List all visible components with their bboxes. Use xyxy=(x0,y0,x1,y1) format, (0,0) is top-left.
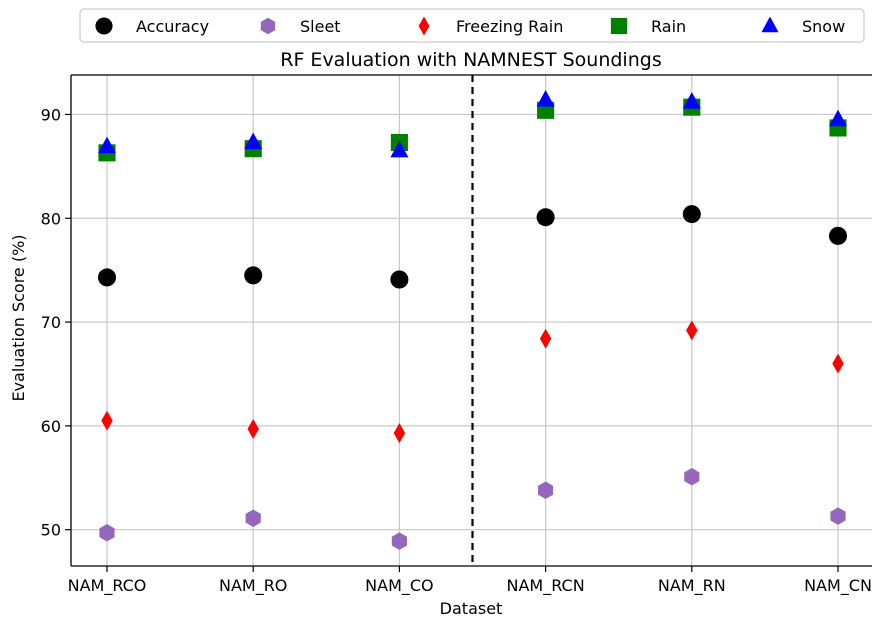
y-tick-label: 90 xyxy=(41,105,61,124)
freezing-rain-point xyxy=(101,410,113,431)
legend-box xyxy=(79,8,865,43)
legend-label: Sleet xyxy=(300,17,341,36)
legend: Accuracy Sleet Freezing Rain Rain Snow xyxy=(79,8,865,43)
y-tick-label: 60 xyxy=(41,417,61,436)
legend-marker xyxy=(418,16,430,36)
accuracy-point xyxy=(536,208,555,227)
freezing-rain-point xyxy=(686,320,698,341)
x-tick-label: NAM_RCN xyxy=(507,576,585,596)
x-tick-label: NAM_CN xyxy=(804,576,872,596)
accuracy-point xyxy=(390,270,409,289)
sleet-point xyxy=(391,532,407,550)
freezing-rain-point xyxy=(832,353,844,374)
snow-point xyxy=(244,132,263,150)
y-axis-label: Evaluation Score (%) xyxy=(9,234,28,401)
data-points xyxy=(97,89,848,550)
legend-label: Snow xyxy=(802,17,845,36)
chart-title: RF Evaluation with NAMNEST Soundings xyxy=(280,49,661,71)
sleet-point xyxy=(99,524,115,542)
y-tick-label: 70 xyxy=(41,313,61,332)
freezing-rain-point xyxy=(247,419,259,439)
accuracy-point xyxy=(97,268,117,287)
snow-point xyxy=(828,109,848,127)
x-axis-label: Dataset xyxy=(440,599,503,617)
x-tick-label: NAM_RCO xyxy=(68,576,147,596)
snow-point xyxy=(682,92,701,109)
y-tick-label: 50 xyxy=(41,521,61,540)
accuracy-point xyxy=(682,205,701,224)
x-tick-label: NAM_RN xyxy=(658,576,726,596)
legend-marker xyxy=(260,17,276,35)
freezing-rain-point xyxy=(539,328,552,349)
x-tick-label: NAM_RO xyxy=(219,576,287,596)
axes: NAM_RCO NAM_RO NAM_CO NAM_RCN NAM_RN NAM_CN 50… xyxy=(41,74,872,596)
snow-point xyxy=(97,136,117,154)
legend-label: Freezing Rain xyxy=(456,17,563,36)
sleet-point xyxy=(830,507,846,525)
accuracy-point xyxy=(244,266,263,285)
y-tick-label: 80 xyxy=(41,209,61,228)
legend-marker xyxy=(95,17,113,35)
snow-point xyxy=(390,140,409,158)
snow-point xyxy=(536,89,555,107)
legend-label: Accuracy xyxy=(136,17,209,36)
legend-marker xyxy=(610,17,628,35)
accuracy-point xyxy=(828,226,848,245)
legend-marker xyxy=(761,16,779,33)
legend-label: Rain xyxy=(651,17,686,36)
sleet-point xyxy=(538,481,554,499)
sleet-point xyxy=(245,509,261,527)
freezing-rain-point xyxy=(393,423,406,444)
sleet-point xyxy=(684,467,700,486)
x-tick-label: NAM_CO xyxy=(365,576,433,596)
